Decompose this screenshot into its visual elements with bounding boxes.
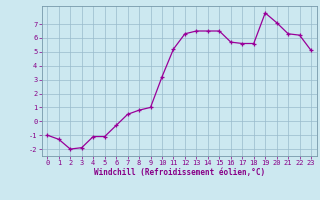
X-axis label: Windchill (Refroidissement éolien,°C): Windchill (Refroidissement éolien,°C) [94, 168, 265, 177]
